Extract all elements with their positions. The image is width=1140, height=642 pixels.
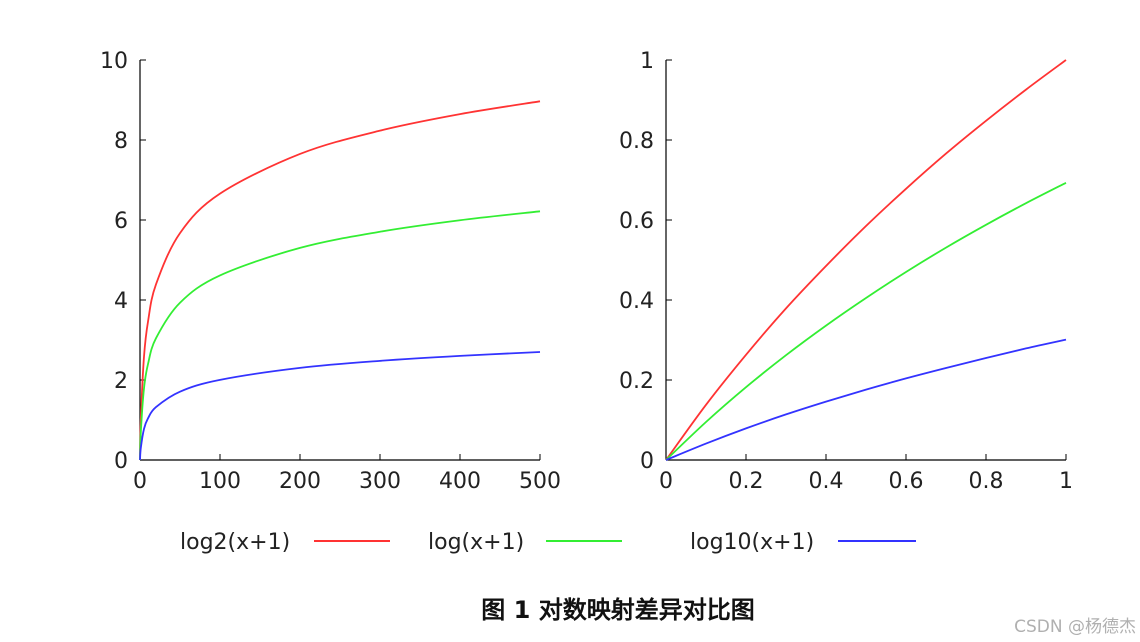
legend: log2(x+1) log(x+1) log10(x+1) bbox=[180, 530, 916, 555]
left-series-ln bbox=[139, 210, 541, 461]
right-y-tick-label: 0.6 bbox=[619, 209, 654, 234]
right-y-tick-label: 0.8 bbox=[619, 129, 654, 154]
legend-label-ln: log(x+1) bbox=[428, 530, 524, 555]
left-series-log10 bbox=[139, 351, 541, 461]
right-y-tick-label: 0.2 bbox=[619, 369, 654, 394]
legend-label-log2: log2(x+1) bbox=[180, 530, 290, 555]
right-chart: 0 0.2 0.4 0.6 0.8 1 0 0.2 0.4 0.6 0.8 1 bbox=[619, 49, 1073, 494]
left-x-tick-label: 200 bbox=[279, 469, 321, 494]
right-series-log2 bbox=[665, 59, 1067, 461]
left-x-tick-label: 500 bbox=[519, 469, 561, 494]
watermark: CSDN @杨德杰 bbox=[1014, 617, 1136, 637]
left-y-tick-label: 10 bbox=[100, 49, 128, 74]
right-x-tick-label: 0.8 bbox=[969, 469, 1004, 494]
legend-label-log10: log10(x+1) bbox=[690, 530, 814, 555]
left-series-log2 bbox=[139, 100, 541, 461]
left-x-tick-label: 300 bbox=[359, 469, 401, 494]
right-x-tick-label: 1 bbox=[1059, 469, 1073, 494]
left-x-tick-label: 0 bbox=[133, 469, 147, 494]
left-y-tick-label: 4 bbox=[114, 289, 128, 314]
right-series-log10 bbox=[665, 338, 1067, 461]
left-y-tick-label: 0 bbox=[114, 449, 128, 474]
right-y-tick-label: 0.4 bbox=[619, 289, 654, 314]
left-y-tick-label: 2 bbox=[114, 369, 128, 394]
right-x-tick-label: 0 bbox=[659, 469, 673, 494]
right-x-tick-label: 0.4 bbox=[809, 469, 844, 494]
figure-caption: 图 1 对数映射差异对比图 bbox=[481, 596, 754, 624]
left-y-tick-label: 8 bbox=[114, 129, 128, 154]
left-y-tick-label: 6 bbox=[114, 209, 128, 234]
right-x-tick-label: 0.2 bbox=[729, 469, 764, 494]
left-x-tick-label: 100 bbox=[199, 469, 241, 494]
right-y-tick-label: 1 bbox=[640, 49, 654, 74]
right-y-tick-label: 0 bbox=[640, 449, 654, 474]
right-x-tick-label: 0.6 bbox=[889, 469, 924, 494]
left-x-tick-label: 400 bbox=[439, 469, 481, 494]
right-series-ln bbox=[665, 181, 1067, 461]
